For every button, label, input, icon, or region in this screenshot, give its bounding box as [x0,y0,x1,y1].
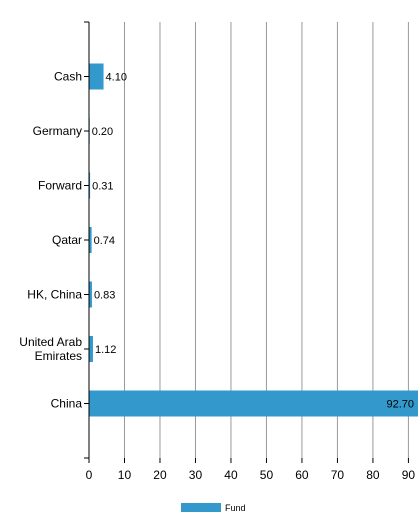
bars [89,63,418,417]
axes [84,21,409,463]
category-label-germany: Germany [33,124,82,138]
x-tick-label-80: 80 [366,468,380,482]
bar-united-arab-emirates [89,336,93,362]
x-tick-label-40: 40 [224,468,238,482]
data-label-hk-china: 0.83 [94,290,115,302]
category-label-forward: Forward [38,179,82,193]
category-label-china: China [51,397,83,411]
bar-china [89,390,418,417]
x-tick-label-50: 50 [260,468,274,482]
category-label-qatar: Qatar [52,233,82,247]
x-tick-label-30: 30 [189,468,203,482]
x-tick-label-10: 10 [118,468,132,482]
bar-cash [89,63,104,90]
legend: Fund [181,503,246,512]
data-label-qatar: 0.74 [94,235,115,247]
legend-swatch-fund [181,503,221,512]
bar-forward [89,172,91,199]
category-label-united-arab-emirates: United Arab Emirates [19,335,82,363]
legend-label-fund: Fund [225,503,246,512]
x-tick-label-20: 20 [153,468,167,482]
category-label-hk-china: HK, China [27,288,82,302]
data-label-china: 92.70 [386,399,414,411]
data-label-germany: 0.20 [92,126,113,138]
x-tick-labels: 0 10 20 30 40 50 60 70 80 90 [86,468,416,482]
x-tick-label-60: 60 [295,468,309,482]
data-label-cash: 4.10 [106,72,127,84]
data-label-forward: 0.31 [92,181,113,193]
x-tick-label-70: 70 [331,468,345,482]
bar-hk-china [89,281,92,308]
x-tick-label-0: 0 [86,468,93,482]
data-labels: 4.10 0.20 0.31 0.74 0.83 1.12 92.70 [92,72,414,411]
bar-qatar [89,227,92,253]
x-tick-label-90: 90 [402,468,416,482]
data-label-united-arab-emirates: 1.12 [95,344,116,356]
category-labels: Cash Germany Forward Qatar HK, China United A… [19,70,82,411]
gridlines [123,22,409,458]
category-label-cash: Cash [54,70,82,84]
